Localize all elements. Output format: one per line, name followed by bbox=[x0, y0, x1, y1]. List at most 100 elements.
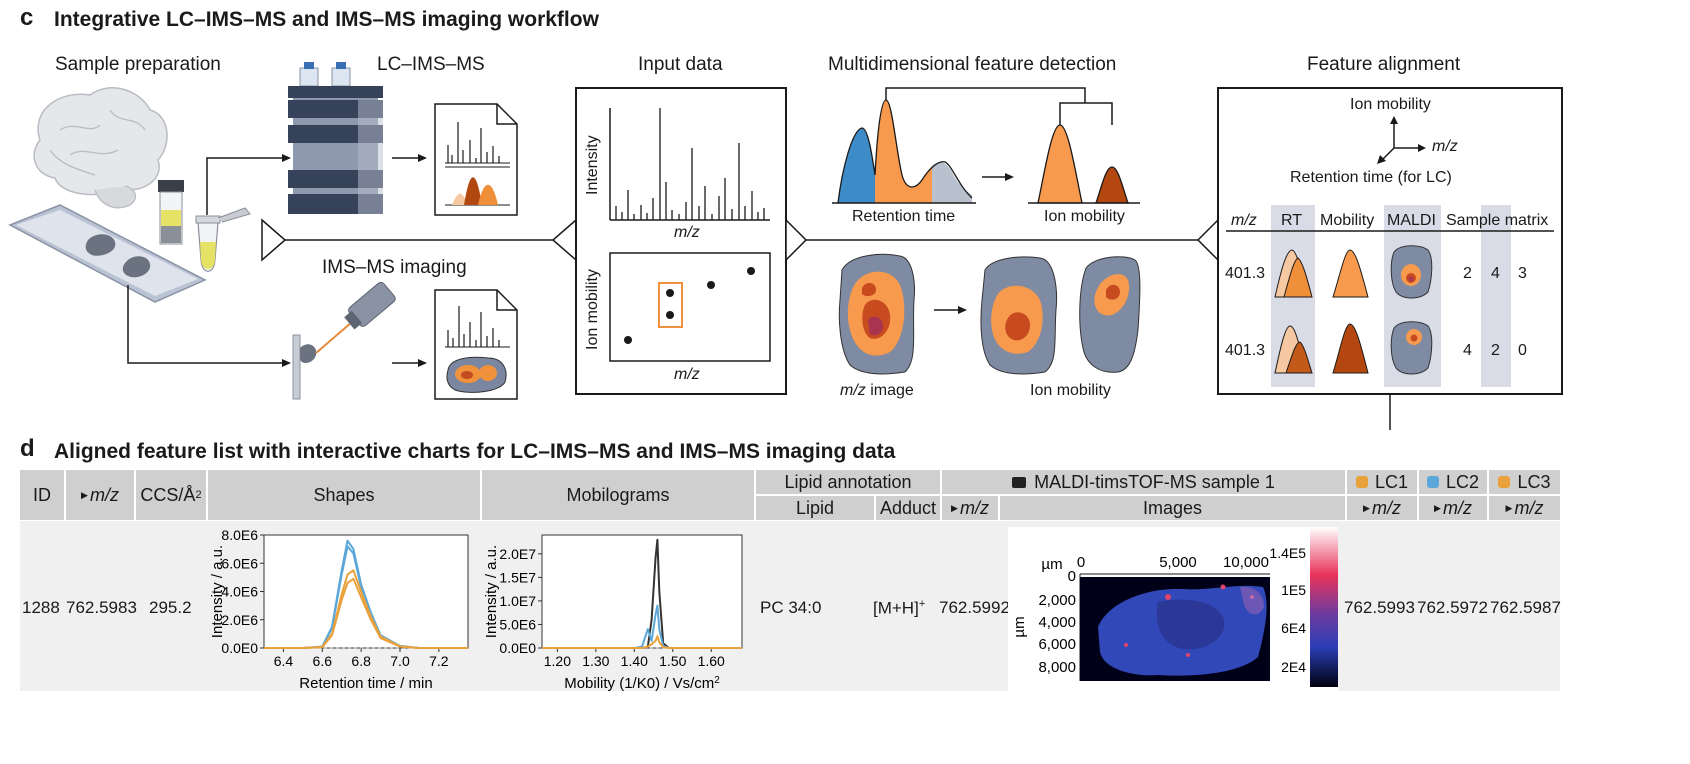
x-tick-label: 6.6 bbox=[313, 653, 333, 669]
laser-icon bbox=[292, 281, 396, 400]
peak-detection-plot bbox=[832, 87, 1140, 204]
header-adduct[interactable]: Adduct bbox=[876, 496, 940, 520]
header-maldi-sample: MALDI-timsTOF-MS sample 1 bbox=[942, 470, 1345, 494]
y-axis-label: Intensity / a.u. bbox=[483, 545, 500, 638]
cell-lc3-mz: 762.5987 bbox=[1490, 598, 1561, 617]
sort-triangle-icon: ▶ bbox=[81, 489, 88, 500]
brain-icon bbox=[33, 87, 168, 209]
align-col-maldi: MALDI bbox=[1387, 212, 1436, 229]
scatter-mz-label: m/z bbox=[674, 366, 700, 383]
y-tick-label: 5.0E6 bbox=[499, 616, 536, 632]
lc-instrument-icon bbox=[288, 62, 383, 214]
header-ccs[interactable]: CCS/Å 2 bbox=[136, 470, 206, 520]
header-lc1-mz[interactable]: ▶ m/z bbox=[1347, 496, 1417, 520]
header-lipid[interactable]: Lipid bbox=[756, 496, 874, 520]
lc-data-file-icon bbox=[434, 103, 518, 216]
feature-detection-label: Multidimensional feature detection bbox=[828, 54, 1117, 75]
image-ytick: 8,000 bbox=[1038, 659, 1076, 676]
header-mz[interactable]: ▶ m/z bbox=[66, 470, 134, 520]
ion-mobility-label: Ion mobility bbox=[1044, 208, 1125, 225]
colorbar bbox=[1310, 527, 1338, 687]
series-line bbox=[264, 577, 468, 649]
spectrum-plot bbox=[609, 108, 770, 221]
header-lc3: LC3 bbox=[1489, 470, 1560, 494]
align-row2-mz: 401.3 bbox=[1225, 342, 1266, 359]
align-col-sample-matrix: Sample matrix bbox=[1446, 212, 1549, 229]
y-tick-label: 2.0E7 bbox=[499, 546, 536, 562]
panel-d-title: Aligned feature list with interactive ch… bbox=[54, 440, 896, 463]
header-lc2: LC2 bbox=[1419, 470, 1487, 494]
header-images: Images bbox=[1000, 496, 1345, 520]
colorbar-tick: 2E4 bbox=[1281, 659, 1306, 675]
image-ytick: 2,000 bbox=[1038, 592, 1076, 609]
y-tick-label: 1.0E7 bbox=[499, 593, 536, 609]
panel-d-letter: d bbox=[20, 435, 35, 462]
align-axis-ion-mobility: Ion mobility bbox=[1350, 96, 1431, 113]
y-axis-label: Intensity / a.u. bbox=[209, 545, 226, 638]
x-tick-label: 1.40 bbox=[621, 653, 648, 669]
colorbar-tick: 1E5 bbox=[1281, 582, 1306, 598]
header-lipid-annotation: Lipid annotation bbox=[756, 470, 940, 494]
imaging-data-file-icon bbox=[434, 289, 518, 400]
x-tick-label: 7.0 bbox=[390, 653, 410, 669]
y-tick-label: 0.0E0 bbox=[499, 640, 536, 656]
mobilogram-chart[interactable]: 1.20 1.30 1.40 1.50 1.60 0.0E0 5.0E6 1.0E7 1.5E7… bbox=[482, 521, 754, 693]
header-shapes[interactable]: Shapes bbox=[208, 470, 480, 520]
imsms-imaging-label: IMS–MS imaging bbox=[322, 257, 467, 278]
cell-ccs: 295.2 bbox=[149, 598, 192, 617]
vial-blue-icon bbox=[1426, 476, 1439, 488]
cell-lc1-mz: 762.5993 bbox=[1344, 598, 1415, 617]
x-tick-label: 1.20 bbox=[544, 653, 571, 669]
x-tick-label: 1.50 bbox=[659, 653, 686, 669]
plot-area bbox=[541, 534, 743, 649]
header-mobilograms[interactable]: Mobilograms bbox=[482, 470, 754, 520]
vial-icon bbox=[158, 180, 184, 245]
x-axis-label: Retention time / min bbox=[299, 675, 432, 692]
image-xtick: 0 bbox=[1077, 554, 1085, 571]
cell-adduct: [M+H]+ bbox=[873, 598, 926, 618]
align-row1-m2: 4 bbox=[1491, 265, 1500, 282]
mz-image-label: m/z image bbox=[840, 382, 914, 399]
image-left-unit: µm bbox=[1011, 616, 1028, 637]
plot-area bbox=[263, 534, 469, 649]
align-row2-m1: 4 bbox=[1463, 342, 1472, 359]
image-detection-plot bbox=[838, 253, 1141, 375]
x-tick-label: 1.60 bbox=[698, 653, 725, 669]
x-tick-label: 6.8 bbox=[351, 653, 371, 669]
x-tick-label: 6.4 bbox=[274, 653, 294, 669]
cell-maldi-mz: 762.5992 bbox=[939, 598, 1010, 617]
header-lc1: LC1 bbox=[1347, 470, 1417, 494]
input-data-label: Input data bbox=[638, 54, 723, 75]
header-maldi-mz[interactable]: ▶ m/z bbox=[942, 496, 998, 520]
instrument-icon bbox=[1012, 476, 1027, 488]
lcimsms-label: LC–IMS–MS bbox=[377, 54, 485, 75]
align-axis-mz: m/z bbox=[1432, 138, 1458, 155]
y-tick-label: 1.5E7 bbox=[499, 569, 536, 585]
x-axis-label: Mobility (1/K0) / Vs/cm2 bbox=[564, 675, 720, 693]
cell-id: 1288 bbox=[22, 598, 60, 617]
align-col-rt: RT bbox=[1281, 212, 1303, 229]
image-ytick: 0 bbox=[1068, 568, 1076, 585]
image-xtick: 5,000 bbox=[1159, 554, 1197, 571]
image-top-unit: µm bbox=[1041, 556, 1062, 573]
align-row1-m1: 2 bbox=[1463, 265, 1472, 282]
header-lc2-mz[interactable]: ▶ m/z bbox=[1419, 496, 1487, 520]
shapes-chart[interactable]: 6.4 6.6 6.8 7.0 7.2 0.0E0 2.0E6 4.0E6 6.0E6 8.0E6… bbox=[208, 521, 480, 693]
align-axis-rt: Retention time (for LC) bbox=[1290, 169, 1452, 186]
sample-prep-label: Sample preparation bbox=[55, 54, 221, 75]
panel-c-letter: c bbox=[20, 4, 34, 31]
ion-mobility-axis-label: Ion mobility bbox=[584, 269, 601, 350]
y-tick-label: 0.0E0 bbox=[221, 640, 258, 656]
y-tick-label: 4.0E6 bbox=[221, 584, 258, 600]
header-lc3-mz[interactable]: ▶ m/z bbox=[1489, 496, 1560, 520]
align-row1-mz: 401.3 bbox=[1225, 265, 1266, 282]
y-tick-label: 2.0E6 bbox=[221, 612, 258, 628]
maldi-image-chart[interactable]: µm 0 5,000 10,000 0 2,000 4,000 6,000 8,… bbox=[1008, 527, 1338, 691]
image-ytick: 6,000 bbox=[1038, 636, 1076, 653]
header-id[interactable]: ID bbox=[20, 470, 64, 520]
feature-alignment-label: Feature alignment bbox=[1307, 54, 1461, 75]
colorbar-tick: 6E4 bbox=[1281, 620, 1306, 636]
slide-icon bbox=[8, 204, 207, 303]
align-row2-m3: 0 bbox=[1518, 342, 1527, 359]
y-tick-label: 6.0E6 bbox=[221, 555, 258, 571]
